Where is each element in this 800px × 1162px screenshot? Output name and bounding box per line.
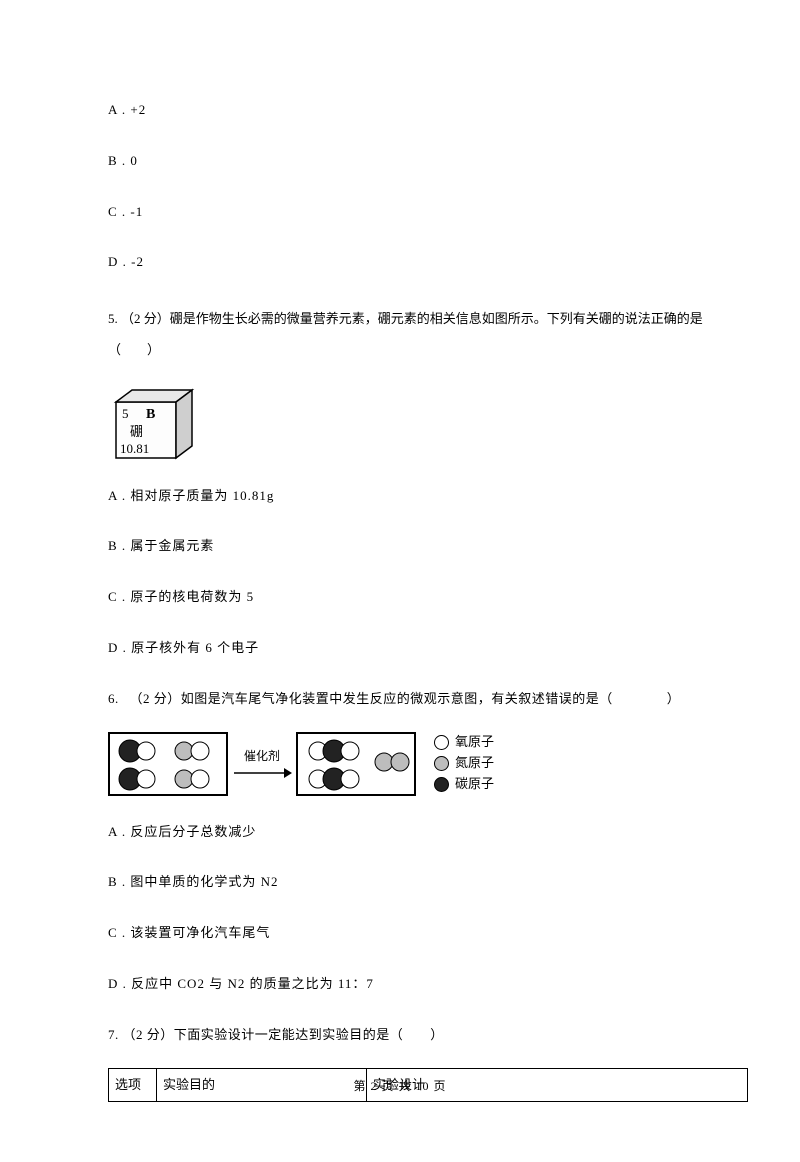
q4-option-c: C . -1 bbox=[70, 202, 730, 223]
legend-oxygen-label: 氧原子 bbox=[455, 732, 494, 753]
boron-element-box: 5 B 硼 10.81 bbox=[108, 388, 200, 460]
reaction-diagram: 催化剂 氧原子 bbox=[108, 732, 730, 796]
q6-stem: 6. （2 分）如图是汽车尾气净化装置中发生反应的微观示意图，有关叙述错误的是（… bbox=[70, 689, 730, 710]
arrow-catalyst: 催化剂 bbox=[232, 747, 292, 780]
q7-stem: 7. （2 分）下面实验设计一定能达到实验目的是（ ） bbox=[70, 1025, 730, 1046]
boron-num: 5 bbox=[122, 406, 129, 421]
q4-option-a: A . +2 bbox=[70, 100, 730, 121]
q4-option-b: B . 0 bbox=[70, 151, 730, 172]
reactants-box bbox=[108, 732, 228, 796]
boron-mass: 10.81 bbox=[120, 441, 149, 456]
boron-sym: B bbox=[146, 407, 155, 422]
q5-option-b: B . 属于金属元素 bbox=[70, 536, 730, 557]
q5-option-a: A . 相对原子质量为 10.81g bbox=[70, 486, 730, 507]
q5-stem-text: 5. （2 分）硼是作物生长必需的微量营养元素，硼元素的相关信息如图所示。下列有… bbox=[108, 311, 703, 357]
boron-name: 硼 bbox=[130, 424, 143, 439]
legend-oxygen: 氧原子 bbox=[434, 732, 494, 753]
q6-option-d: D . 反应中 CO2 与 N2 的质量之比为 11：7 bbox=[70, 974, 730, 995]
q6-option-c: C . 该装置可净化汽车尾气 bbox=[70, 923, 730, 944]
q5-stem: 5. （2 分）硼是作物生长必需的微量营养元素，硼元素的相关信息如图所示。下列有… bbox=[70, 303, 730, 365]
catalyst-label: 催化剂 bbox=[244, 747, 280, 766]
q6-option-b: B . 图中单质的化学式为 N2 bbox=[70, 872, 730, 893]
page-footer: 第 2 页 共 10 页 bbox=[0, 1077, 800, 1096]
legend-carbon: 碳原子 bbox=[434, 774, 494, 795]
q5-option-d: D . 原子核外有 6 个电子 bbox=[70, 638, 730, 659]
q4-option-d: D . -2 bbox=[70, 252, 730, 273]
page-content: A . +2 B . 0 C . -1 D . -2 5. （2 分）硼是作物生… bbox=[0, 0, 800, 1162]
legend-carbon-label: 碳原子 bbox=[455, 774, 494, 795]
products-box bbox=[296, 732, 416, 796]
legend-nitrogen: 氮原子 bbox=[434, 753, 494, 774]
q5-option-c: C . 原子的核电荷数为 5 bbox=[70, 587, 730, 608]
atom-legend: 氧原子 氮原子 碳原子 bbox=[434, 732, 494, 795]
q6-option-a: A . 反应后分子总数减少 bbox=[70, 822, 730, 843]
legend-nitrogen-label: 氮原子 bbox=[455, 753, 494, 774]
